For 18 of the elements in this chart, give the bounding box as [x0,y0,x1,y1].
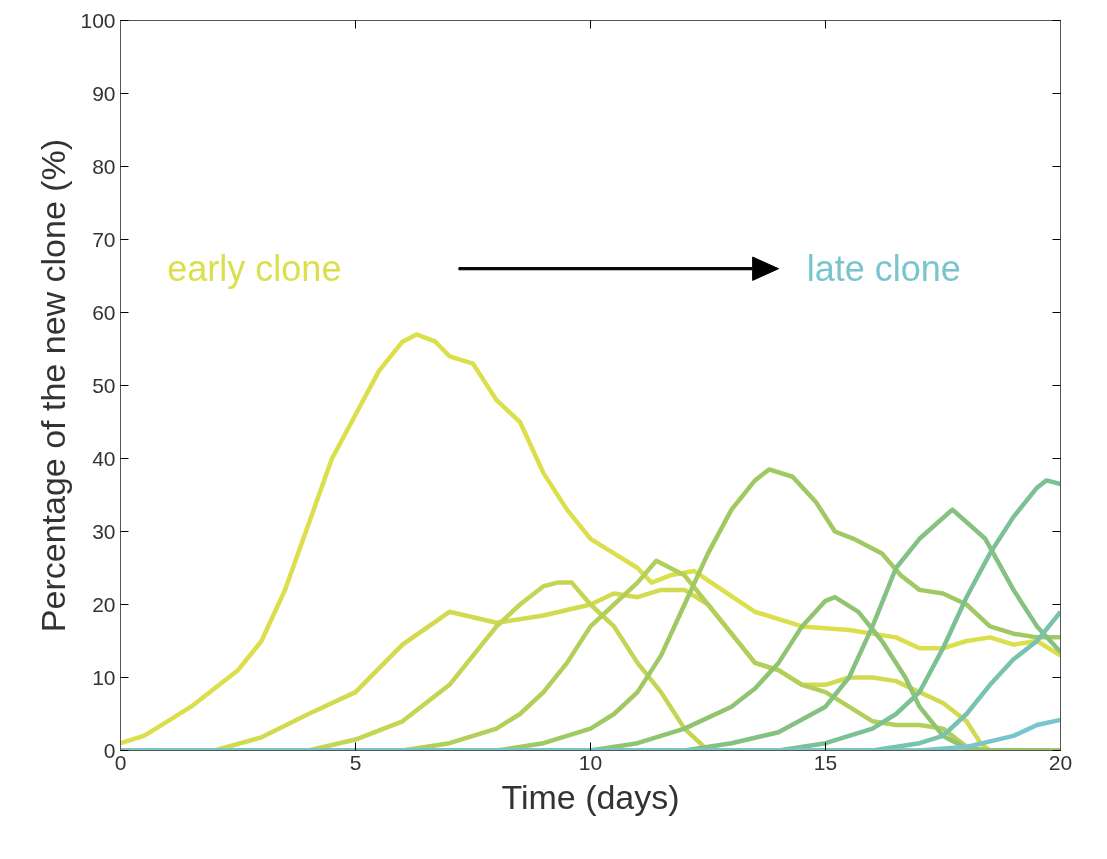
y-tick-label: 100 [80,8,116,32]
annotation: early clone [167,248,342,290]
y-tick-label: 30 [92,519,116,543]
y-tick-label: 80 [92,154,116,178]
y-tick-label: 90 [92,81,116,105]
x-axis-title: Time (days) [501,777,680,816]
x-tick-label: 15 [813,750,838,774]
y-tick-label: 50 [92,373,116,397]
y-tick-label: 60 [92,300,116,324]
annotation: late clone [806,248,961,290]
y-tick-label: 20 [92,592,116,616]
y-axis-title: Percentage of the new clone (%) [34,138,73,633]
y-tick-label: 70 [92,227,116,251]
y-tick-label: 10 [92,665,116,689]
x-tick-label: 10 [578,750,603,774]
x-tick-label: 5 [349,750,362,774]
y-tick-label: 40 [92,446,116,470]
x-tick-label: 20 [1048,750,1073,774]
